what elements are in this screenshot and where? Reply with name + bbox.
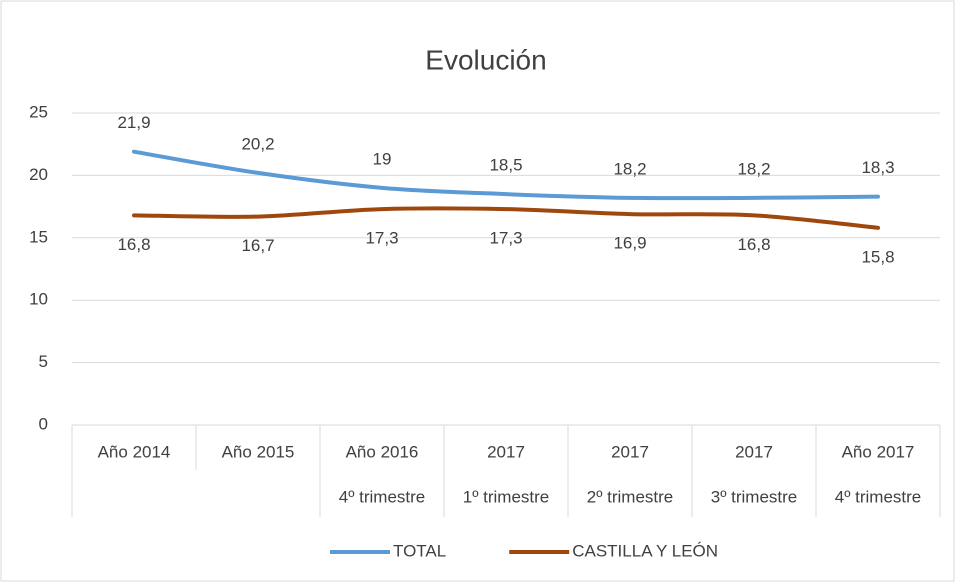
data-label: 19	[373, 149, 392, 168]
y-tick-label: 5	[39, 352, 48, 371]
data-label: 18,5	[489, 156, 522, 175]
x-tick-label: Año 2014	[98, 442, 171, 461]
x-tick-label: 2017	[735, 442, 773, 461]
series-line	[132, 206, 880, 230]
data-label: 18,2	[613, 159, 646, 178]
legend-label: TOTAL	[393, 541, 446, 560]
y-tick-label: 20	[29, 165, 48, 184]
x-tick-label: 2017	[487, 442, 525, 461]
data-label: 15,8	[861, 247, 894, 266]
data-label: 17,3	[365, 229, 398, 248]
y-tick-label: 0	[39, 414, 48, 433]
y-tick-label: 10	[29, 290, 48, 309]
data-label: 18,2	[737, 159, 770, 178]
x-sub-tick-label: 2º trimestre	[587, 487, 674, 506]
x-tick-label: Año 2015	[222, 442, 295, 461]
x-sub-tick-label: 1º trimestre	[463, 487, 550, 506]
y-tick-label: 15	[29, 227, 48, 246]
data-label: 16,9	[613, 234, 646, 253]
x-sub-tick-label: 4º trimestre	[339, 487, 426, 506]
legend-label: CASTILLA Y LEÓN	[572, 541, 718, 560]
chart-title: Evolución	[425, 44, 546, 75]
data-label: 17,3	[489, 229, 522, 248]
x-tick-label: Año 2016	[346, 442, 419, 461]
x-tick-label: 2017	[611, 442, 649, 461]
x-sub-tick-label: 4º trimestre	[835, 487, 922, 506]
data-label: 21,9	[117, 113, 150, 132]
y-tick-label: 25	[29, 102, 48, 121]
x-tick-label: Año 2017	[842, 442, 915, 461]
series-line	[132, 149, 880, 201]
data-label: 18,3	[861, 158, 894, 177]
data-label: 16,7	[241, 236, 274, 255]
data-label: 16,8	[737, 235, 770, 254]
x-sub-tick-label: 3º trimestre	[711, 487, 798, 506]
data-label: 16,8	[117, 235, 150, 254]
data-label: 20,2	[241, 134, 274, 153]
